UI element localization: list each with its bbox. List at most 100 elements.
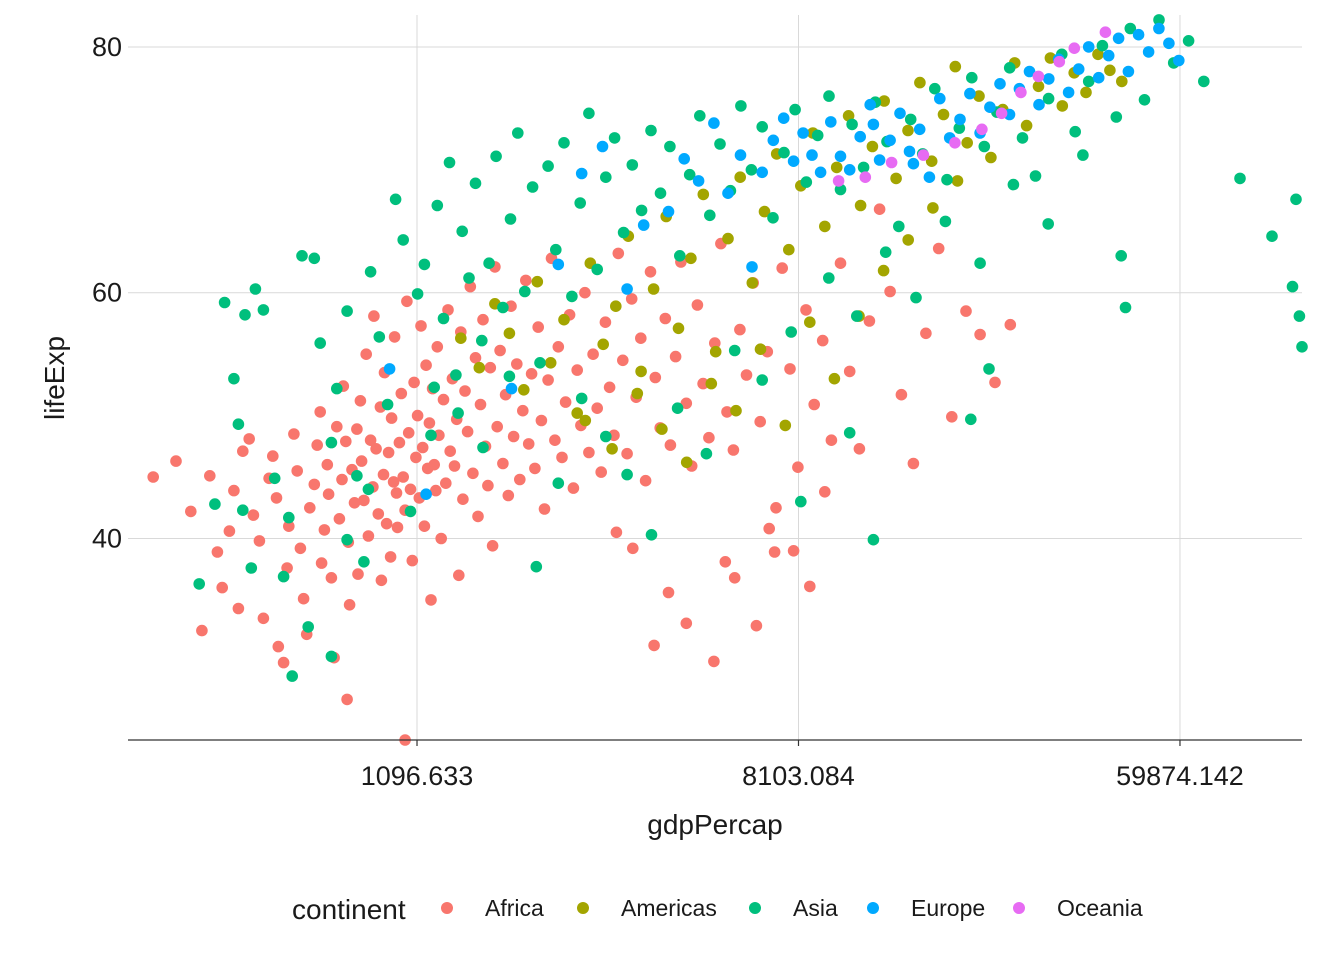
data-point (728, 344, 741, 357)
data-point (800, 304, 812, 316)
data-point (542, 160, 554, 172)
data-point (325, 572, 338, 584)
data-point (787, 545, 800, 557)
y-tick-label: 40 (92, 523, 122, 553)
data-point (1198, 75, 1210, 88)
series-oceania (832, 26, 1112, 187)
data-point (341, 533, 353, 546)
data-point (571, 407, 583, 419)
data-point (854, 199, 867, 212)
data-point (416, 441, 429, 454)
data-point (778, 146, 790, 159)
data-point (463, 272, 475, 284)
legend-label: Oceania (1057, 895, 1143, 921)
data-point (873, 154, 886, 166)
data-point (929, 82, 941, 95)
y-axis-title: lifeExp (39, 336, 70, 420)
data-point (627, 542, 639, 555)
data-point (437, 312, 450, 325)
data-point (722, 232, 734, 245)
data-point (1110, 111, 1123, 123)
data-point (1077, 149, 1089, 161)
data-point (884, 134, 896, 147)
data-point (994, 78, 1006, 90)
data-point (1234, 172, 1246, 185)
data-point (946, 411, 958, 423)
data-point (960, 305, 972, 317)
data-point (617, 354, 629, 367)
data-point (243, 433, 255, 445)
data-point (272, 640, 285, 653)
data-point (777, 112, 790, 124)
data-point (1043, 73, 1055, 85)
data-point (452, 407, 464, 419)
data-point (983, 363, 995, 375)
data-point (1102, 49, 1115, 62)
data-point (976, 123, 988, 136)
data-point (552, 258, 565, 271)
data-point (1286, 280, 1299, 293)
data-point (425, 429, 437, 442)
data-point (442, 304, 454, 316)
data-point (297, 592, 310, 605)
data-point (608, 132, 621, 144)
data-point (483, 257, 495, 270)
data-point (857, 161, 870, 174)
data-point (579, 286, 591, 299)
data-point (368, 310, 380, 322)
data-point (410, 451, 422, 464)
data-point (779, 419, 792, 432)
data-point (1069, 125, 1081, 138)
data-point (758, 205, 771, 218)
data-point (697, 188, 710, 201)
data-point (1007, 178, 1020, 191)
data-point (311, 439, 324, 451)
data-point (621, 283, 633, 295)
data-point (879, 246, 892, 258)
data-point (308, 478, 321, 491)
data-point (866, 140, 879, 153)
data-point (756, 166, 768, 179)
data-point (420, 359, 432, 372)
data-point (270, 492, 283, 504)
data-point (735, 100, 747, 112)
data-point (304, 502, 316, 514)
data-point (549, 434, 561, 447)
data-point (314, 337, 327, 349)
x-tick-labels: 1096.633 8103.084 59874.142 (361, 740, 1244, 791)
data-point (170, 455, 182, 467)
data-point (404, 483, 417, 496)
data-point (730, 404, 742, 417)
data-point (402, 427, 415, 439)
data-point (351, 423, 363, 435)
data-point (917, 149, 930, 161)
data-point (411, 288, 424, 300)
data-point (819, 486, 831, 498)
data-point (418, 520, 431, 532)
data-point (482, 479, 494, 492)
data-point (1029, 170, 1042, 182)
data-point (678, 153, 690, 165)
data-point (878, 95, 890, 107)
data-point (851, 310, 863, 322)
data-point (518, 384, 530, 396)
data-point (902, 124, 914, 137)
data-point (816, 334, 829, 347)
data-point (814, 166, 827, 179)
data-point (558, 137, 570, 149)
data-point (375, 574, 388, 587)
data-point (385, 412, 398, 424)
data-point (341, 693, 353, 706)
data-point (362, 483, 375, 496)
legend-key (867, 902, 879, 914)
data-point (352, 568, 364, 580)
data-point (411, 409, 424, 422)
data-point (552, 341, 565, 353)
data-point (268, 472, 281, 485)
data-point (708, 655, 720, 668)
data-point (377, 468, 390, 481)
data-point (978, 140, 991, 153)
data-point (645, 529, 658, 541)
data-point (1062, 86, 1075, 99)
data-point (961, 137, 973, 149)
